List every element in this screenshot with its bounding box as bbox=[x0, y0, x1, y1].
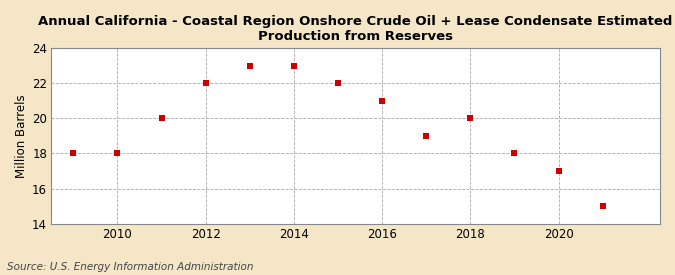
Point bbox=[200, 81, 211, 86]
Point bbox=[553, 169, 564, 173]
Point bbox=[68, 151, 79, 156]
Text: Source: U.S. Energy Information Administration: Source: U.S. Energy Information Administ… bbox=[7, 262, 253, 272]
Point bbox=[244, 64, 255, 68]
Point bbox=[156, 116, 167, 121]
Point bbox=[288, 64, 299, 68]
Point bbox=[597, 204, 608, 208]
Point bbox=[465, 116, 476, 121]
Point bbox=[377, 99, 387, 103]
Point bbox=[421, 134, 431, 138]
Point bbox=[333, 81, 344, 86]
Point bbox=[112, 151, 123, 156]
Y-axis label: Million Barrels: Million Barrels bbox=[15, 94, 28, 178]
Point bbox=[509, 151, 520, 156]
Title: Annual California - Coastal Region Onshore Crude Oil + Lease Condensate Estimate: Annual California - Coastal Region Onsho… bbox=[38, 15, 673, 43]
